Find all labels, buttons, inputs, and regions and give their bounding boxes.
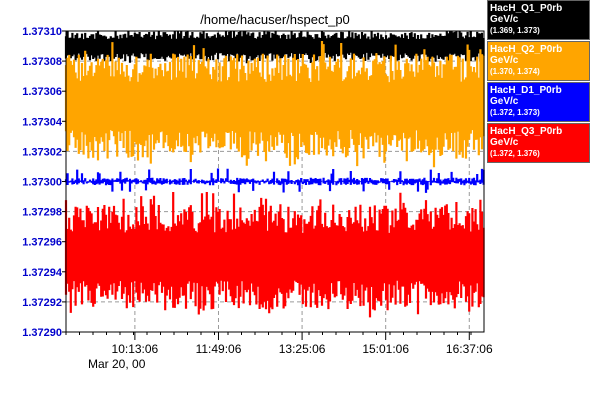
y-tick-label: 1.37292	[22, 297, 62, 309]
legend: HacH_Q1_P0rb GeV/c (1.369, 1.373) HacH_Q…	[487, 0, 590, 164]
x-tick-label: 16:37:06	[446, 342, 493, 356]
x-tick-label: 13:25:06	[279, 342, 326, 356]
legend-series-range: (1.372, 1.373)	[490, 108, 540, 117]
series-line-HacH_Q2_P0rb	[64, 41, 485, 168]
legend-series-name: HacH_D1_P0rb	[490, 85, 562, 96]
series-line-HacH_Q1_P0rb	[64, 31, 485, 64]
legend-series-range: (1.372, 1.376)	[490, 149, 540, 158]
x-date-label: Mar 20, 00	[88, 357, 146, 371]
y-tick-label: 1.37300	[22, 177, 62, 189]
legend-series-unit: GeV/c	[490, 96, 519, 107]
y-tick-label: 1.37290	[22, 327, 62, 339]
x-tick-label: 11:49:06	[196, 342, 242, 356]
legend-item-d1[interactable]: HacH_D1_P0rb GeV/c (1.372, 1.373)	[487, 82, 590, 122]
y-tick-label: 1.37308	[22, 56, 62, 68]
chart-title: /home/hacuser/hspect_p0	[200, 12, 350, 27]
axes	[62, 30, 472, 340]
y-tick-label: 1.37296	[22, 237, 62, 249]
x-tick-label: 15:01:06	[362, 342, 409, 356]
series-line-HacH_Q3_P0rb	[64, 192, 485, 318]
legend-series-name: HacH_Q3_P0rb	[490, 126, 563, 137]
series-line-HacH_D1_P0rb	[64, 168, 485, 193]
legend-series-unit: GeV/c	[490, 137, 519, 148]
series-traces	[64, 31, 485, 318]
y-tick-label: 1.37310	[22, 26, 62, 38]
y-tick-label: 1.37306	[22, 86, 62, 98]
x-tick-label: 10:13:06	[112, 342, 159, 356]
y-tick-label: 1.37304	[22, 116, 63, 128]
y-tick-label: 1.37294	[22, 267, 63, 279]
legend-item-q3[interactable]: HacH_Q3_P0rb GeV/c (1.372, 1.376)	[487, 123, 590, 163]
legend-series-unit: GeV/c	[490, 55, 519, 66]
legend-item-q2[interactable]: HacH_Q2_P0rb GeV/c (1.370, 1.374)	[487, 41, 590, 81]
legend-series-unit: GeV/c	[490, 14, 519, 25]
legend-series-name: HacH_Q1_P0rb	[490, 3, 563, 14]
y-tick-label: 1.37302	[22, 146, 62, 158]
legend-series-range: (1.370, 1.374)	[490, 67, 540, 76]
legend-item-q1[interactable]: HacH_Q1_P0rb GeV/c (1.369, 1.373)	[487, 0, 590, 40]
legend-series-range: (1.369, 1.373)	[490, 26, 540, 35]
y-tick-label: 1.37298	[22, 207, 62, 219]
legend-series-name: HacH_Q2_P0rb	[490, 44, 563, 55]
